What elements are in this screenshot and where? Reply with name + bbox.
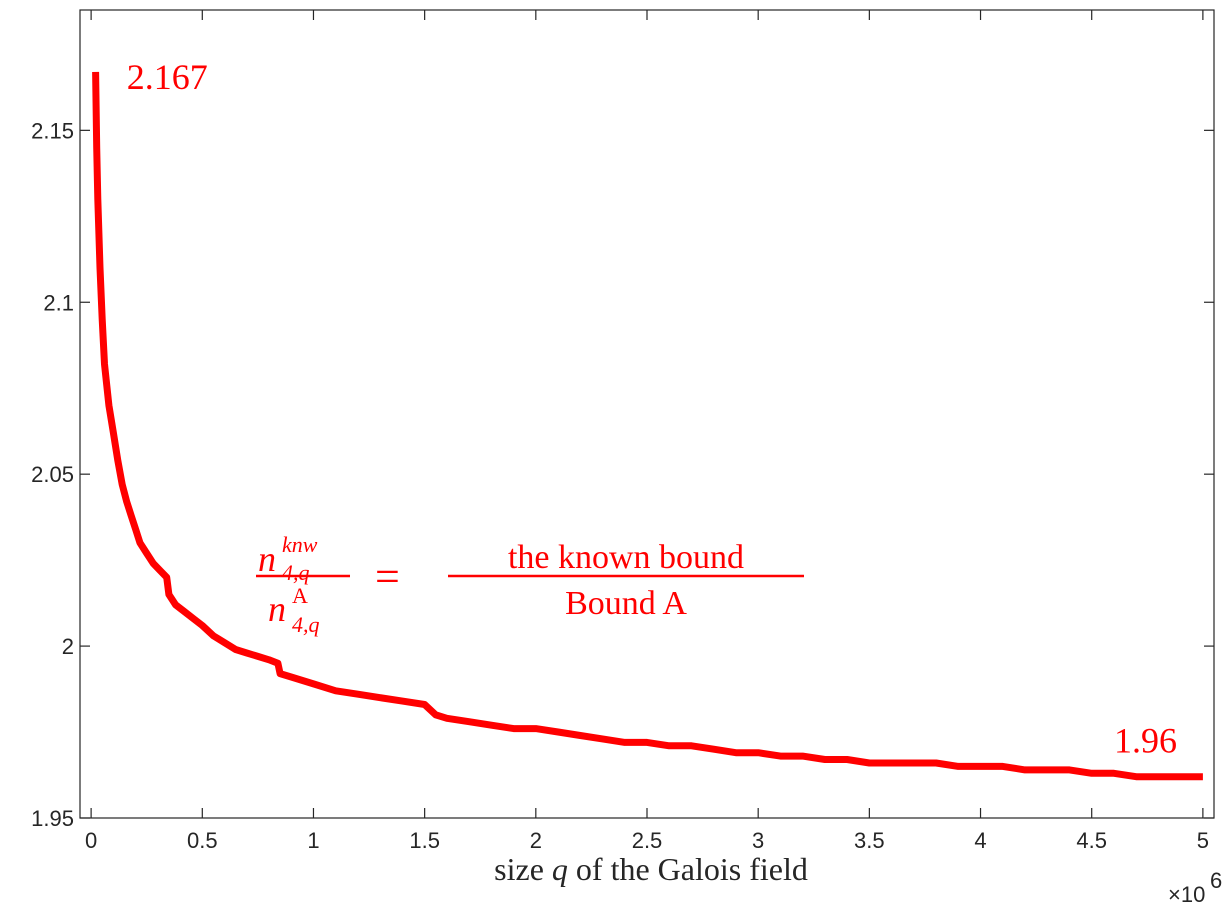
x-axis-label-var: q <box>552 851 568 887</box>
x-axis-label-post: of the Galois field <box>568 851 808 887</box>
x-tick-label-0: 0 <box>85 828 97 853</box>
x-axis-multiplier-exponent: 6 <box>1210 868 1222 893</box>
formula-sub-top: 4,q <box>282 560 310 585</box>
x-tick-label-4: 2 <box>530 828 542 853</box>
y-tick-label-1: 2 <box>62 634 74 659</box>
x-tick-label-6: 3 <box>752 828 764 853</box>
x-tick-label-3: 1.5 <box>409 828 440 853</box>
formula-equals: = <box>375 552 400 601</box>
x-axis-label-pre: size <box>494 851 552 887</box>
plot-area <box>79 9 1215 819</box>
formula-n-bottom: n <box>268 589 286 629</box>
annotation-end-value: 1.96 <box>1114 721 1177 761</box>
x-axis-label: size q of the Galois field <box>494 851 808 887</box>
x-tick-label-1: 0.5 <box>187 828 218 853</box>
ratio-formula: n knw 4,q n A 4,q = the known bound Boun… <box>256 532 804 637</box>
x-tick-label-9: 4.5 <box>1076 828 1107 853</box>
x-tick-label-7: 3.5 <box>854 828 885 853</box>
formula-n-top: n <box>258 539 276 579</box>
formula-sup-knw: knw <box>282 532 318 557</box>
annotation-start-value: 2.167 <box>127 57 208 97</box>
y-tick-label-2: 2.05 <box>31 462 74 487</box>
x-tick-label-5: 2.5 <box>632 828 663 853</box>
y-axis-ticks: 1.95 2 2.05 2.1 2.15 <box>31 118 1214 831</box>
y-tick-label-4: 2.15 <box>31 118 74 143</box>
y-tick-label-3: 2.1 <box>43 290 74 315</box>
y-tick-label-0: 1.95 <box>31 806 74 831</box>
formula-rhs-denominator: Bound A <box>565 585 687 622</box>
series-line-0 <box>92 71 1203 781</box>
x-axis-multiplier: ×10 <box>1168 882 1205 907</box>
x-tick-label-8: 4 <box>974 828 986 853</box>
formula-sub-bottom: 4,q <box>292 612 320 637</box>
formula-sup-a: A <box>292 583 308 608</box>
formula-rhs-numerator: the known bound <box>508 539 744 576</box>
series-layer <box>92 71 1203 781</box>
x-tick-label-10: 5 <box>1197 828 1209 853</box>
x-tick-label-2: 1 <box>307 828 319 853</box>
x-axis-ticks: 0 0.5 1 1.5 2 2.5 3 3.5 4 4.5 5 <box>85 10 1209 853</box>
